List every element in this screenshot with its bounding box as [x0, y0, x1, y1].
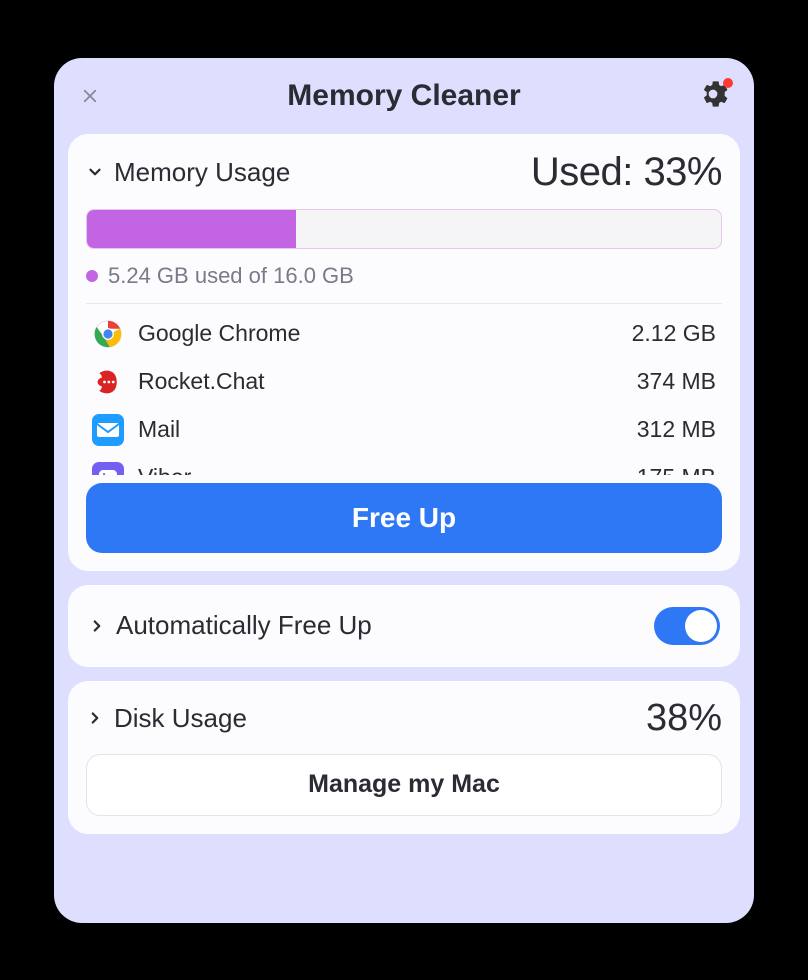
chevron-down-icon — [86, 162, 104, 182]
chevron-right-icon — [86, 708, 104, 728]
app-name: Rocket.Chat — [138, 368, 623, 395]
disk-used-value: 38% — [646, 697, 722, 740]
disk-section-toggle[interactable]: Disk Usage — [86, 703, 247, 734]
auto-free-up-toggle[interactable] — [654, 607, 720, 645]
disk-usage-card: Disk Usage 38% Manage my Mac — [68, 681, 740, 834]
window-title: Memory Cleaner — [287, 79, 520, 113]
app-memory: 374 MB — [637, 368, 716, 395]
divider — [86, 303, 722, 304]
memory-progress-fill — [87, 210, 296, 248]
app-row[interactable]: Google Chrome 2.12 GB — [86, 310, 722, 358]
close-icon — [81, 87, 99, 105]
rocketchat-app-icon — [92, 366, 124, 398]
disk-section-label: Disk Usage — [114, 703, 247, 734]
app-row[interactable]: Rocket.Chat 374 MB — [86, 358, 722, 406]
memory-section-toggle[interactable]: Memory Usage — [86, 157, 290, 188]
app-row[interactable]: Mail 312 MB — [86, 406, 722, 454]
chrome-app-icon — [92, 318, 124, 350]
memory-section-label: Memory Usage — [114, 157, 290, 188]
close-button[interactable] — [76, 82, 104, 110]
app-memory: 175 MB — [637, 464, 716, 475]
auto-section-toggle[interactable]: Automatically Free Up — [88, 610, 372, 641]
titlebar: Memory Cleaner — [68, 72, 740, 120]
app-window: Memory Cleaner Memory Usage Used: 33% — [54, 58, 754, 923]
memory-legend: 5.24 GB used of 16.0 GB — [86, 263, 722, 289]
app-memory: 312 MB — [637, 416, 716, 443]
free-up-button[interactable]: Free Up — [86, 483, 722, 553]
toggle-knob — [685, 610, 717, 642]
app-name: Viber — [138, 464, 623, 475]
notification-dot-icon — [723, 78, 733, 88]
auto-section-label: Automatically Free Up — [116, 610, 372, 641]
memory-progress-bar — [86, 209, 722, 249]
memory-usage-card: Memory Usage Used: 33% 5.24 GB used of 1… — [68, 134, 740, 571]
manage-mac-button[interactable]: Manage my Mac — [86, 754, 722, 816]
app-name: Google Chrome — [138, 320, 618, 347]
app-memory: 2.12 GB — [632, 320, 716, 347]
memory-legend-text: 5.24 GB used of 16.0 GB — [108, 263, 354, 289]
mail-app-icon — [92, 414, 124, 446]
settings-button[interactable] — [698, 79, 732, 113]
memory-section-header: Memory Usage Used: 33% — [86, 150, 722, 195]
app-list: Google Chrome 2.12 GB Rocket.Chat 374 MB Mai… — [86, 310, 722, 475]
app-name: Mail — [138, 416, 623, 443]
memory-used-value: Used: 33% — [531, 150, 722, 195]
app-row[interactable]: Viber 175 MB — [86, 454, 722, 475]
legend-dot-icon — [86, 270, 98, 282]
auto-free-up-card: Automatically Free Up — [68, 585, 740, 667]
chevron-right-icon — [88, 616, 106, 636]
disk-section-header: Disk Usage 38% — [86, 697, 722, 740]
viber-app-icon — [92, 462, 124, 475]
